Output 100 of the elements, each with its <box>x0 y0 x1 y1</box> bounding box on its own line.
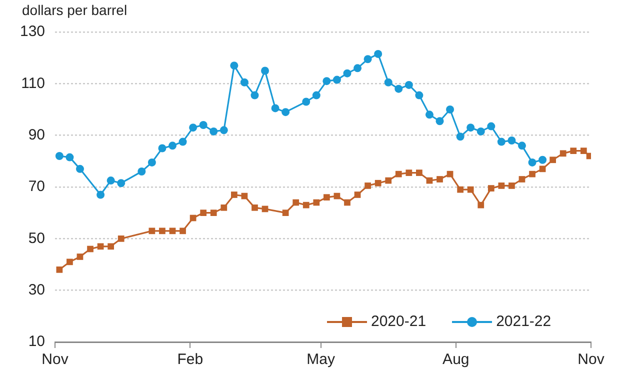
point <box>240 78 248 86</box>
legend-label: 2021-22 <box>496 313 552 330</box>
point <box>518 176 526 182</box>
y-tick-label: 70 <box>28 178 46 196</box>
point <box>395 170 402 178</box>
point <box>538 156 547 164</box>
point <box>415 91 424 100</box>
point <box>313 199 320 206</box>
x-tick-label: Nov <box>578 351 605 368</box>
point <box>550 156 556 164</box>
point <box>271 104 280 112</box>
point <box>158 144 166 152</box>
point <box>322 77 331 86</box>
point <box>508 182 515 189</box>
point <box>436 117 444 126</box>
point <box>364 55 372 64</box>
point <box>302 202 310 208</box>
y-tick-label: 50 <box>28 230 46 247</box>
point <box>488 185 494 192</box>
point <box>354 64 362 72</box>
point <box>261 66 270 75</box>
point <box>528 158 536 166</box>
x-tick-label: Feb <box>177 351 204 368</box>
point <box>487 122 496 130</box>
point <box>467 186 474 193</box>
point <box>343 69 352 78</box>
point <box>539 166 546 172</box>
point <box>466 124 475 132</box>
point <box>199 121 208 129</box>
point <box>220 126 228 134</box>
x-tick-label: Aug <box>442 351 470 368</box>
point <box>374 50 382 58</box>
x-tick-label: May <box>306 351 336 368</box>
point <box>406 170 412 176</box>
point <box>416 170 422 176</box>
point <box>108 243 114 250</box>
point <box>210 210 217 216</box>
point <box>189 124 198 132</box>
point <box>252 204 258 211</box>
point <box>476 127 485 136</box>
point <box>497 138 506 146</box>
point <box>97 243 104 250</box>
point <box>210 127 218 136</box>
point <box>570 148 577 154</box>
y-tick-label: 110 <box>21 74 46 92</box>
point <box>580 148 587 154</box>
point <box>404 80 413 89</box>
point <box>456 132 464 141</box>
point <box>138 168 146 176</box>
point <box>230 62 238 70</box>
point <box>178 138 187 146</box>
y-tick-label: 90 <box>28 126 46 144</box>
point <box>148 158 156 166</box>
y-tick-label: 10 <box>28 333 46 350</box>
point <box>344 199 350 206</box>
y-tick-label: 130 <box>20 23 46 40</box>
point <box>374 180 382 186</box>
point <box>66 258 73 266</box>
point <box>56 266 63 273</box>
point <box>66 153 74 162</box>
point <box>118 235 124 242</box>
point <box>148 228 156 234</box>
point <box>436 176 443 182</box>
point <box>230 192 238 198</box>
point <box>76 164 84 173</box>
point <box>282 108 290 116</box>
x-tick-label: Nov <box>42 351 69 368</box>
point <box>302 98 310 106</box>
point <box>385 177 392 184</box>
point <box>159 228 166 234</box>
point <box>364 182 371 189</box>
point <box>180 228 186 234</box>
point <box>560 150 566 157</box>
point <box>292 199 300 206</box>
point <box>169 228 176 234</box>
point <box>457 186 464 193</box>
point <box>96 190 105 199</box>
point <box>394 84 403 93</box>
point <box>76 254 84 260</box>
point <box>384 78 392 86</box>
point <box>324 194 330 201</box>
point <box>87 246 94 252</box>
legend-label: 2020-21 <box>371 313 426 330</box>
point <box>117 179 126 188</box>
point <box>508 136 516 144</box>
point <box>478 202 484 208</box>
y-tick-label: 30 <box>28 281 46 298</box>
point <box>529 170 536 178</box>
point <box>354 192 361 198</box>
point <box>200 210 207 216</box>
point <box>518 142 526 150</box>
point <box>446 170 454 178</box>
point <box>282 210 289 216</box>
point <box>498 182 505 189</box>
y-axis-title: dollars per barrel <box>22 2 128 18</box>
point <box>312 91 320 100</box>
point <box>168 142 176 150</box>
point <box>106 176 115 185</box>
point <box>332 76 341 84</box>
point <box>425 110 434 119</box>
